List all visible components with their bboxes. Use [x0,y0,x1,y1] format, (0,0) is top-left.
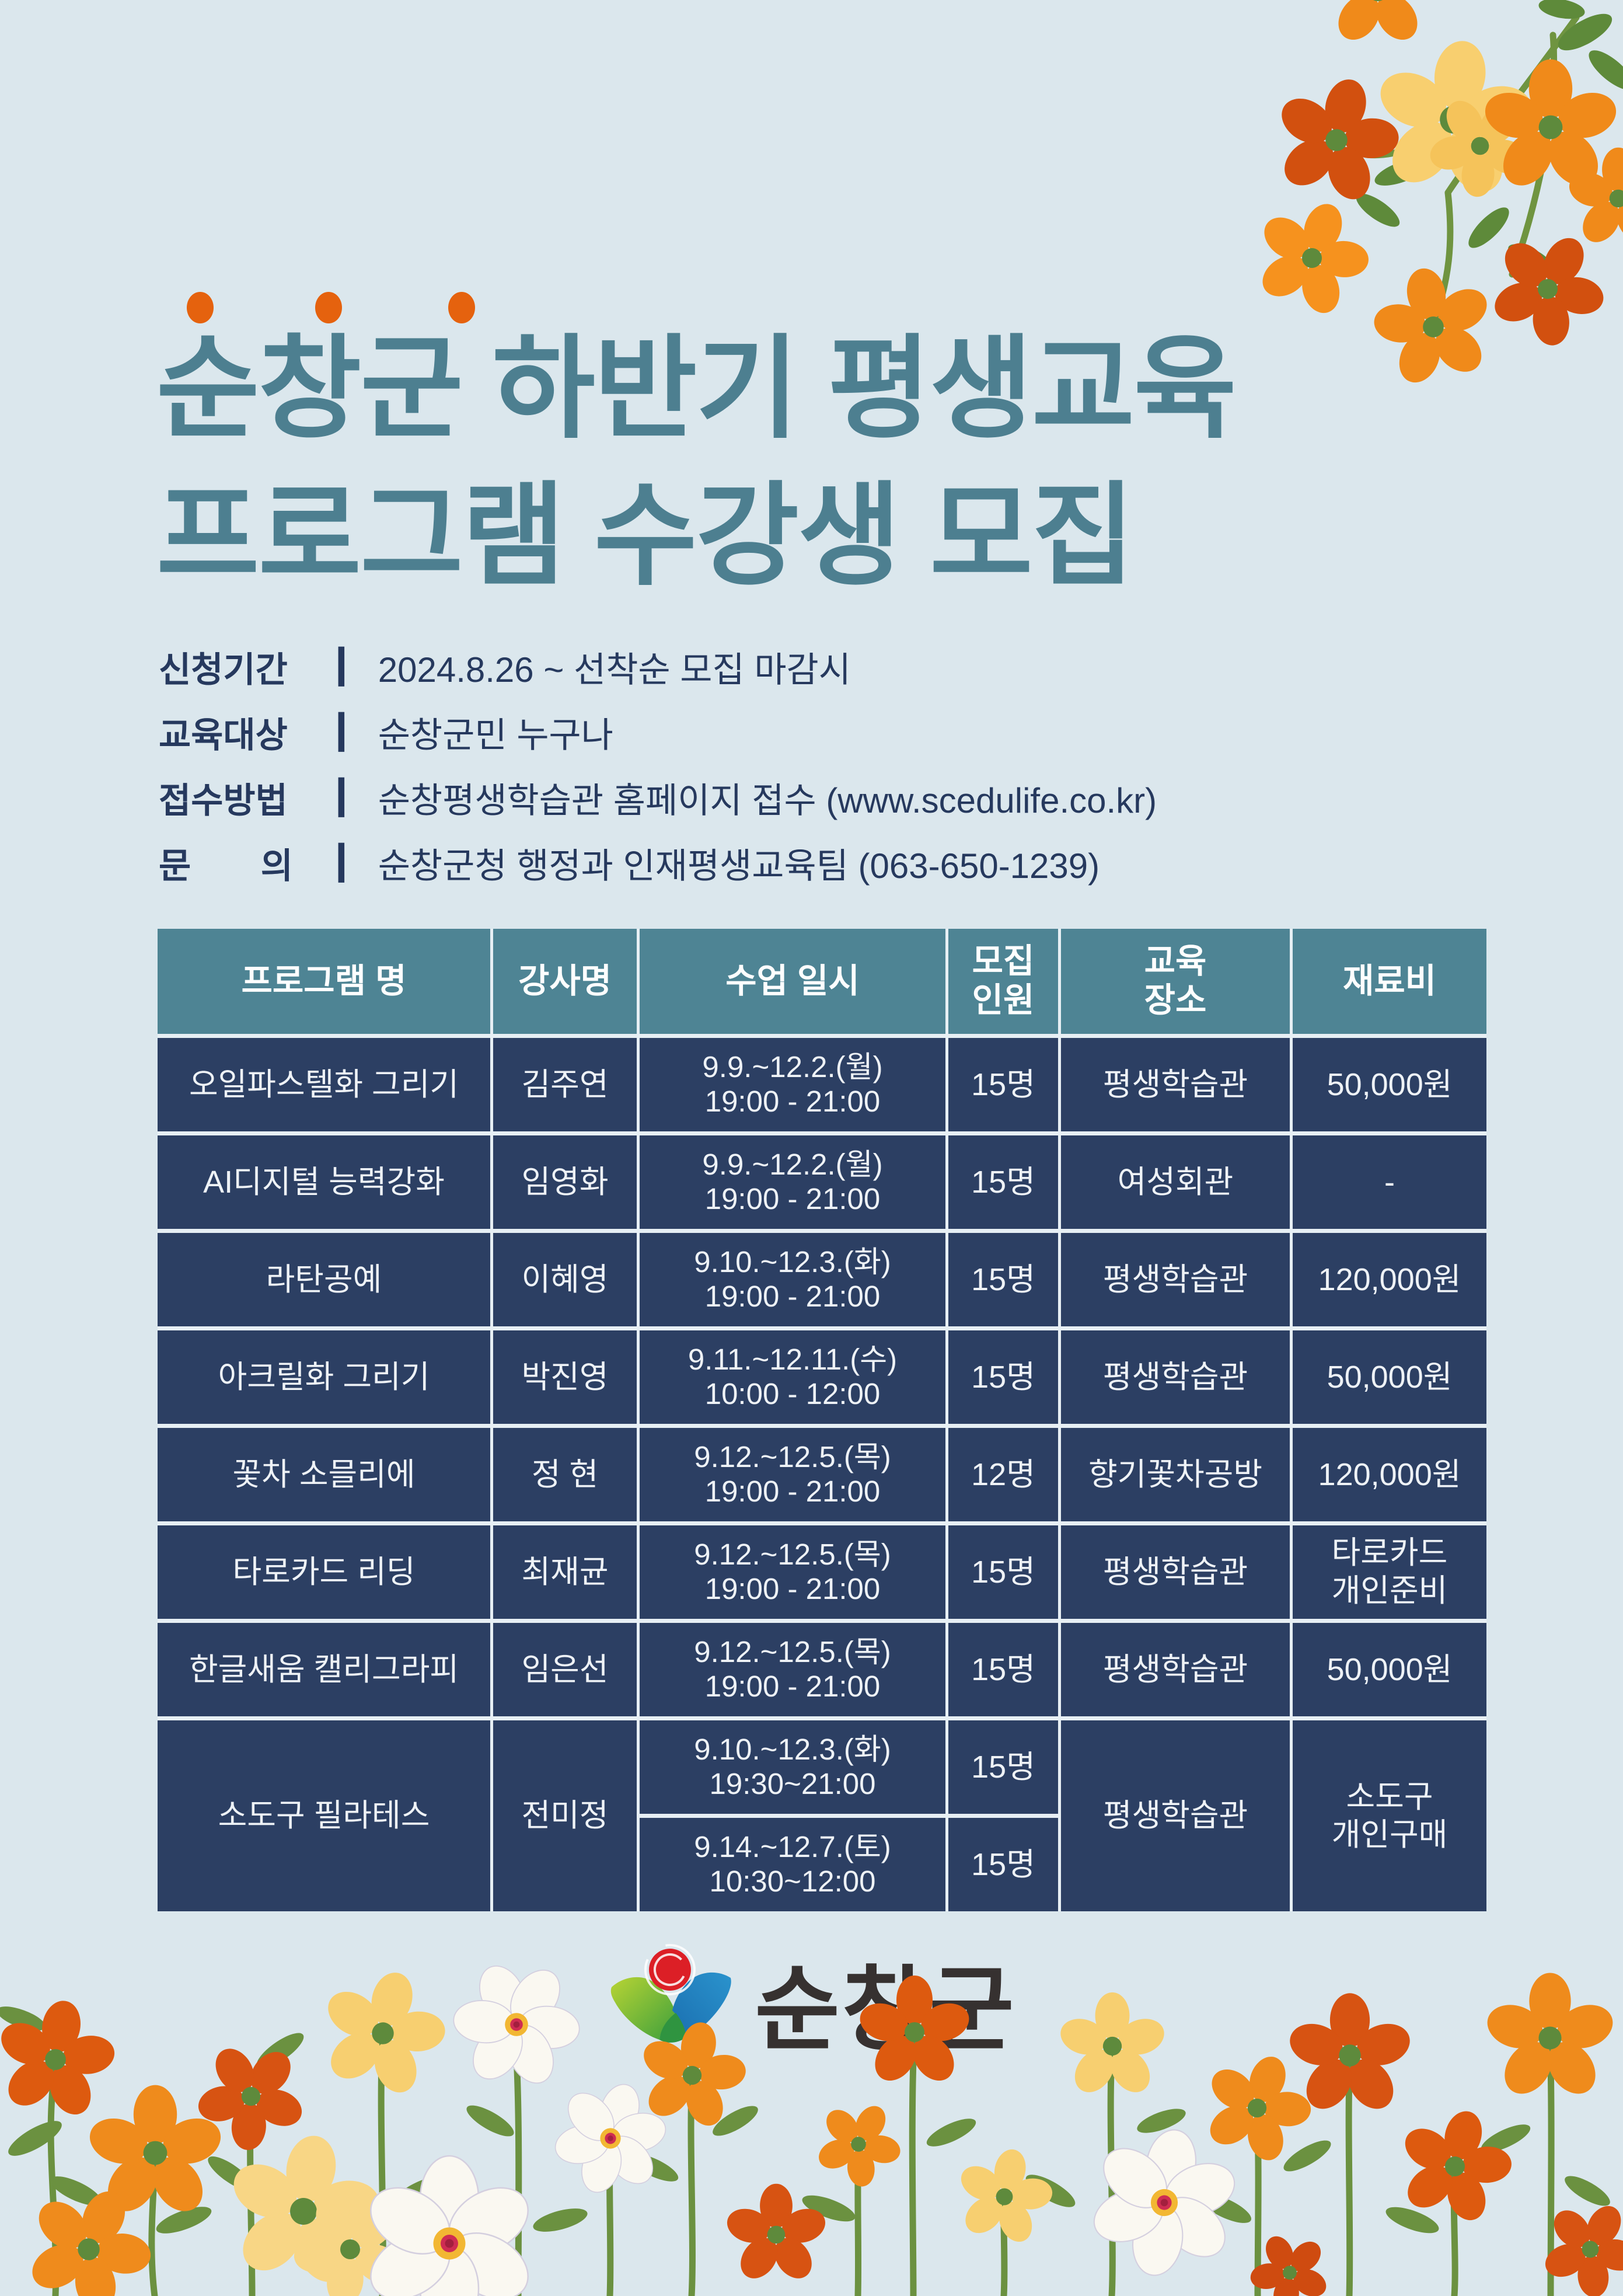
cell-fee: 120,000원 [1293,1233,1486,1326]
cell-program: 소도구 필라테스 [158,1720,490,1911]
info-label: 접수방법 [159,781,288,820]
cell-capacity: 15명 [948,1038,1058,1131]
cell-schedule: 9.12.~12.5.(목) 19:00 - 21:00 [640,1623,945,1716]
separator-bar: ┃ [331,648,351,685]
cell-place: 평생학습관 [1061,1233,1290,1326]
cell-place: 향기꽃차공방 [1061,1428,1290,1521]
cell-fee: 50,000원 [1293,1623,1486,1716]
info-label: 신청기간 [159,650,288,689]
cell-instructor: 전미정 [493,1720,637,1911]
title-accent-dot [448,292,475,323]
cell-instructor: 박진영 [493,1330,637,1424]
info-row-period: 신청기간 ┃ 2024.8.26 ~ 선착순 모집 마감시 [159,634,1478,699]
column-header-program: 프로그램 명 [158,929,490,1034]
cell-program: 아크릴화 그리기 [158,1330,490,1424]
cell-program: 타로카드 리딩 [158,1525,490,1619]
cell-place: 여성회관 [1061,1135,1290,1229]
separator-bar: ┃ [331,713,351,750]
cell-program: 오일파스텔화 그리기 [158,1038,490,1131]
cell-capacity: 12명 [948,1428,1058,1521]
separator-bar: ┃ [331,844,351,881]
sunchang-logo-icon [610,1943,731,2043]
column-header-capacity: 모집 인원 [948,929,1058,1034]
cell-schedule: 9.10.~12.3.(화) 19:00 - 21:00 [640,1233,945,1326]
cell-program: AI디지털 능력강화 [158,1135,490,1229]
cell-place: 평생학습관 [1061,1330,1290,1424]
cell-instructor: 김주연 [493,1038,637,1131]
program-table: 프로그램 명 강사명 수업 일시 모집 인원 교육 장소 재료비 오일파스텔화 … [158,929,1486,1911]
info-value: 순창군청 행정과 인재평생교육팀 (063-650-1239) [378,846,1100,886]
cell-place: 평생학습관 [1061,1038,1290,1131]
cell-capacity: 15명 [948,1623,1058,1716]
cell-instructor: 정 현 [493,1428,637,1521]
column-header-schedule: 수업 일시 [640,929,945,1034]
info-section: 신청기간 ┃ 2024.8.26 ~ 선착순 모집 마감시 교육대상 ┃ 순창군… [159,634,1478,896]
info-label: 교육대상 [159,715,288,755]
cell-place: 평생학습관 [1061,1720,1290,1911]
cell-fee: - [1293,1135,1486,1229]
cell-schedule: 9.9.~12.2.(월) 19:00 - 21:00 [640,1038,945,1131]
cell-place: 평생학습관 [1061,1525,1290,1619]
cell-capacity: 15명 [948,1330,1058,1424]
title-accent-dot [315,292,342,323]
cell-fee: 타로카드 개인준비 [1293,1525,1486,1619]
cell-instructor: 최재균 [493,1525,637,1619]
cell-capacity: 15명 [948,1720,1058,1814]
title-accent-dot [187,292,214,323]
cell-program: 한글새움 캘리그라피 [158,1623,490,1716]
cell-capacity: 15명 [948,1233,1058,1326]
column-header-place: 교육 장소 [1061,929,1290,1034]
cell-fee: 50,000원 [1293,1330,1486,1424]
cell-capacity: 15명 [948,1525,1058,1619]
title-line-1: 순창군 하반기 평생교육 [156,326,1237,451]
column-header-fee: 재료비 [1293,929,1486,1034]
page-title: 순창군 하반기 평생교육 프로그램 수강생 모집 [156,315,1475,609]
cell-program: 라탄공예 [158,1233,490,1326]
info-label: 문 의 [159,846,293,886]
cell-instructor: 임영화 [493,1135,637,1229]
separator-bar: ┃ [331,779,351,816]
cell-place: 평생학습관 [1061,1623,1290,1716]
info-row-apply: 접수방법 ┃ 순창평생학습관 홈페이지 접수 (www.scedulife.co… [159,765,1478,830]
info-row-contact: 문 의 ┃ 순창군청 행정과 인재평생교육팀 (063-650-1239) [159,830,1478,896]
cell-instructor: 임은선 [493,1623,637,1716]
cell-schedule: 9.11.~12.11.(수) 10:00 - 12:00 [640,1330,945,1424]
cell-schedule: 9.12.~12.5.(목) 19:00 - 21:00 [640,1525,945,1619]
column-header-instructor: 강사명 [493,929,637,1034]
flower-decoration-top-right-icon [1237,0,1623,398]
cell-capacity: 15명 [948,1135,1058,1229]
info-value: 2024.8.26 ~ 선착순 모집 마감시 [378,650,851,689]
cell-fee: 소도구 개인구매 [1293,1720,1486,1911]
cell-capacity: 15명 [948,1818,1058,1911]
cell-schedule: 9.10.~12.3.(화) 19:30~21:00 [640,1720,945,1814]
cell-schedule: 9.9.~12.2.(월) 19:00 - 21:00 [640,1135,945,1229]
cell-schedule: 9.12.~12.5.(목) 19:00 - 21:00 [640,1428,945,1521]
cell-instructor: 이혜영 [493,1233,637,1326]
title-line-2: 프로그램 수강생 모집 [156,473,1135,598]
cell-schedule: 9.14.~12.7.(토) 10:30~12:00 [640,1818,945,1911]
info-row-target: 교육대상 ┃ 순창군민 누구나 [159,699,1478,765]
cell-program: 꽃차 소믈리에 [158,1428,490,1521]
info-value: 순창평생학습관 홈페이지 접수 (www.scedulife.co.kr) [378,781,1157,820]
flower-decoration-bottom-icon [0,1946,1623,2296]
cell-fee: 120,000원 [1293,1428,1486,1521]
info-value: 순창군민 누구나 [378,715,613,755]
cell-fee: 50,000원 [1293,1038,1486,1131]
